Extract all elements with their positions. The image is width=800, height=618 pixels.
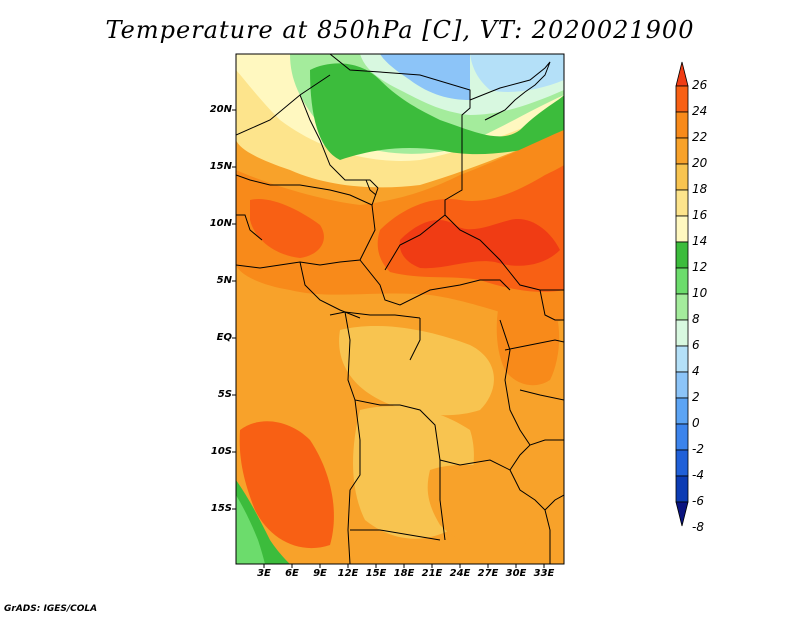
- colorbar: [675, 61, 689, 527]
- colorbar-swatch: [675, 319, 689, 347]
- colorbar-top-arrow: [675, 61, 689, 87]
- colorbar-swatch: [675, 345, 689, 373]
- colorbar-tick-label: 24: [692, 104, 708, 118]
- colorbar-bottom-arrow: [675, 501, 689, 527]
- colorbar-tick-label: 0: [692, 416, 700, 430]
- lat-label: 20N: [209, 104, 232, 115]
- lat-label: 10N: [209, 218, 232, 229]
- colorbar-tick-label: 14: [692, 234, 708, 248]
- colorbar-swatch: [675, 293, 689, 321]
- colorbar-swatch: [675, 423, 689, 451]
- lat-label: EQ: [216, 332, 232, 343]
- lon-label: 9E: [313, 568, 327, 579]
- lon-label: 18E: [393, 568, 415, 579]
- lat-label: 5S: [217, 389, 232, 400]
- colorbar-tick-label: -4: [692, 468, 704, 482]
- colorbar-tick-label: 12: [692, 260, 708, 274]
- map-frame: [235, 53, 565, 565]
- map-title: Temperature at 850hPa [C], VT: 202002190…: [105, 16, 695, 44]
- colorbar-swatch: [675, 267, 689, 295]
- colorbar-swatch: [675, 371, 689, 399]
- lon-label: 12E: [337, 568, 359, 579]
- colorbar-swatch: [675, 449, 689, 477]
- colorbar-tick-label: -2: [692, 442, 704, 456]
- lon-label: 15E: [365, 568, 387, 579]
- colorbar-tick-label: 8: [692, 312, 700, 326]
- colorbar-tick-label: 20: [692, 156, 708, 170]
- colorbar-tick-label: 4: [692, 364, 700, 378]
- colorbar-tick-label: 16: [692, 208, 708, 222]
- colorbar-swatch: [675, 111, 689, 139]
- colorbar-swatch: [675, 137, 689, 165]
- country-borders: [236, 54, 564, 564]
- axis-ticks: [232, 109, 545, 568]
- lat-label: 5N: [216, 275, 232, 286]
- colorbar-tick-label: -6: [692, 494, 704, 508]
- lon-label: 6E: [285, 568, 299, 579]
- lon-label: 21E: [421, 568, 443, 579]
- colorbar-tick-label: 10: [692, 286, 708, 300]
- lat-label: 10S: [210, 446, 232, 457]
- colorbar-tick-label: -8: [692, 520, 704, 534]
- colorbar-tick-label: 2: [692, 390, 700, 404]
- lon-label: 24E: [449, 568, 471, 579]
- colorbar-tick-label: 26: [692, 78, 708, 92]
- colorbar-tick-label: 18: [692, 182, 708, 196]
- colorbar-swatch: [675, 397, 689, 425]
- lon-label: 30E: [505, 568, 527, 579]
- colorbar-swatch: [675, 475, 689, 503]
- colorbar-swatch: [675, 85, 689, 113]
- lat-label: 15N: [209, 161, 232, 172]
- colorbar-swatch: [675, 215, 689, 243]
- lon-label: 27E: [477, 568, 499, 579]
- colorbar-swatch: [675, 163, 689, 191]
- temperature-field: [236, 54, 564, 564]
- colorbar-tick-label: 22: [692, 130, 708, 144]
- credit-text: GrADS: IGES/COLA: [4, 604, 98, 614]
- lon-label: 33E: [533, 568, 555, 579]
- colorbar-swatch: [675, 241, 689, 269]
- lon-label: 3E: [257, 568, 271, 579]
- colorbar-tick-label: 6: [692, 338, 700, 352]
- lat-label: 15S: [210, 503, 232, 514]
- colorbar-swatch: [675, 189, 689, 217]
